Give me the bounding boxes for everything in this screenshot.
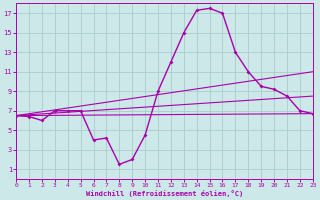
X-axis label: Windchill (Refroidissement éolien,°C): Windchill (Refroidissement éolien,°C) (86, 190, 243, 197)
